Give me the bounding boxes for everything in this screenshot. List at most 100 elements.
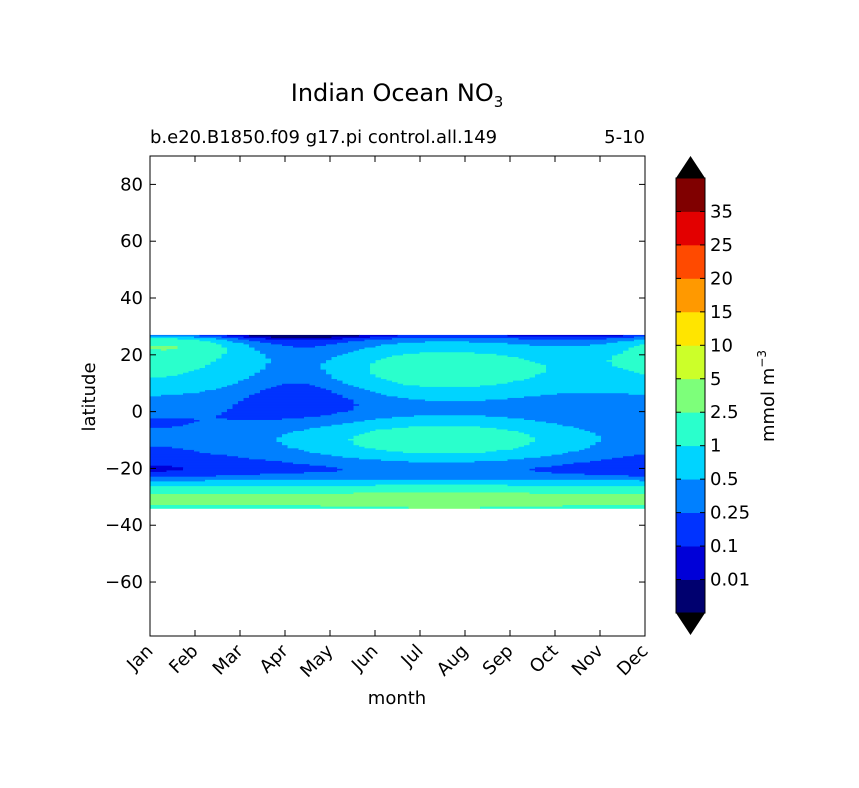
contour-cell <box>249 394 344 397</box>
contour-cell <box>265 355 338 358</box>
contour-cell <box>188 423 344 426</box>
contour-cell <box>485 415 645 418</box>
colorbar-tick-label: 0.5 <box>710 469 739 490</box>
contour-cell <box>375 361 536 364</box>
contour-cell <box>573 462 645 465</box>
contour-cell <box>359 457 525 460</box>
colorbar-swatch <box>676 579 705 614</box>
contour-cell <box>254 372 327 375</box>
contour-cell <box>150 339 201 342</box>
contour-cell <box>381 358 525 361</box>
contour-cell <box>282 443 355 446</box>
contour-cell <box>628 393 645 396</box>
contour-cell <box>150 353 223 357</box>
contour-cell <box>276 440 355 443</box>
contour-cell <box>282 434 360 437</box>
contour-cell <box>342 423 558 426</box>
contour-cell <box>304 429 377 432</box>
contour-cell <box>584 448 645 451</box>
contour-cell <box>370 369 547 372</box>
contour-cell <box>238 338 267 341</box>
contour-cell <box>150 415 217 418</box>
contour-cell <box>348 410 645 413</box>
contour-cell <box>150 449 195 453</box>
contour-cell <box>150 368 201 371</box>
contour-cell <box>496 353 619 357</box>
colorbar-swatch <box>676 278 705 313</box>
contour-cell <box>254 349 360 352</box>
contour-cell <box>364 419 536 423</box>
contour-cell <box>331 413 645 416</box>
contour-cell <box>331 454 553 457</box>
contour-cell <box>331 391 377 394</box>
contour-cell <box>617 341 645 344</box>
contour-cell <box>562 453 645 456</box>
contour-cell <box>337 342 399 345</box>
contour-cell <box>150 431 294 434</box>
contour-cell <box>265 366 322 369</box>
contour-cell <box>353 401 645 404</box>
contour-cell <box>194 421 355 424</box>
contour-cell <box>282 460 410 464</box>
colorbar-tick-label: 15 <box>710 302 733 323</box>
contour-cell <box>507 484 645 487</box>
contour-cell <box>150 345 179 349</box>
contour-cell <box>150 413 223 416</box>
contour-cell <box>150 484 377 487</box>
contour-cell <box>150 372 184 375</box>
contour-cell <box>150 388 217 391</box>
contour-cell <box>601 437 645 440</box>
contour-cell <box>150 495 645 498</box>
contour-cell <box>150 371 190 374</box>
y-tick-label: −60 <box>105 572 143 593</box>
contour-cell <box>546 371 635 374</box>
contour-cell <box>326 372 371 375</box>
colorbar-tick-label: 25 <box>710 235 733 256</box>
contour-cell <box>249 457 360 460</box>
contour-cell <box>216 388 267 391</box>
contour-cell <box>617 366 645 369</box>
contour-cell <box>370 366 547 369</box>
contour-cell <box>150 401 239 404</box>
contour-cell <box>150 479 206 483</box>
contour-cell <box>150 361 212 364</box>
contour-cell <box>227 418 283 421</box>
contour-cell <box>612 358 645 361</box>
contour-cell <box>194 369 261 372</box>
contour-cell <box>150 435 283 438</box>
contour-cell <box>595 443 645 446</box>
contour-cell <box>639 372 645 375</box>
contour-cell <box>216 360 272 363</box>
contour-cell <box>309 451 404 454</box>
contour-cell <box>227 339 250 342</box>
contour-cell <box>474 460 591 464</box>
contour-cell <box>529 435 602 438</box>
contour-cell <box>150 497 645 500</box>
x-tick-label: Jan <box>122 641 157 676</box>
contour-cell <box>353 442 531 445</box>
contour-cell <box>271 358 333 361</box>
contour-cell <box>221 386 272 390</box>
contour-cell <box>320 363 371 366</box>
colorbar-tick-label: 5 <box>710 369 721 390</box>
contour-cell <box>150 416 217 420</box>
plot-area <box>149 155 646 637</box>
contour-cell <box>320 364 371 368</box>
contour-cell <box>524 418 645 421</box>
contour-cell <box>370 390 645 393</box>
contour-cell <box>210 341 234 344</box>
contour-cell <box>331 374 377 377</box>
contour-cell <box>205 364 267 368</box>
contour-cell <box>535 375 645 379</box>
contour-cell <box>276 437 355 440</box>
contour-cell <box>150 404 234 407</box>
contour-cell <box>353 440 536 443</box>
contour-cell <box>150 347 179 350</box>
contour-cell <box>370 364 547 368</box>
contour-cell <box>342 353 404 357</box>
contour-cell <box>524 457 613 460</box>
contour-cell <box>183 424 333 427</box>
contour-cell <box>238 380 344 383</box>
contour-cell <box>326 360 377 363</box>
contour-cell <box>507 382 645 385</box>
